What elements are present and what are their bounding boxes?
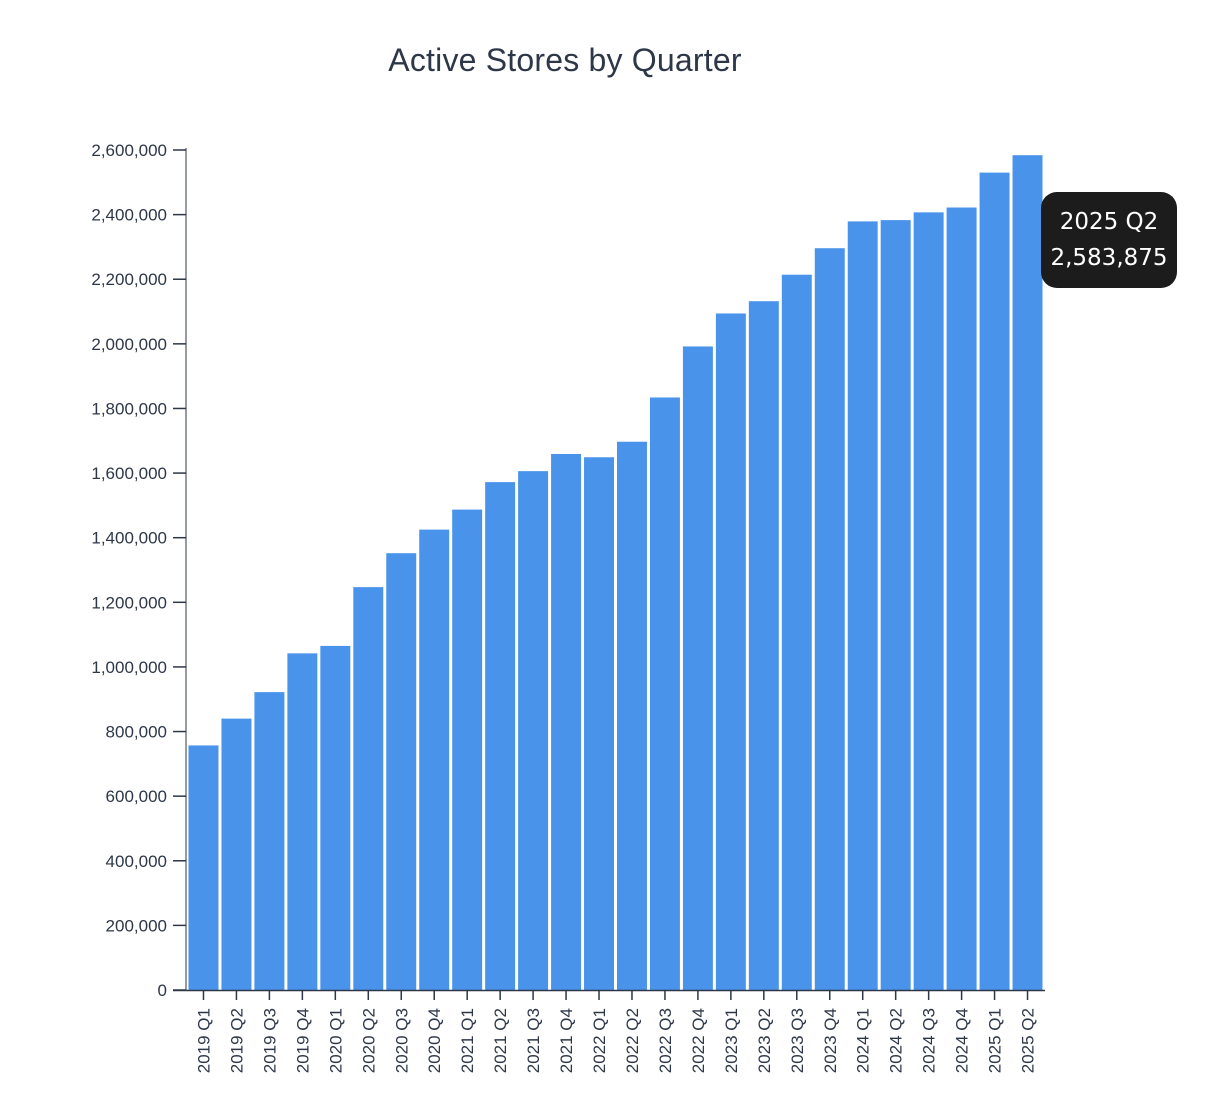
x-tick-label: 2024 Q4 [953,1008,972,1073]
bar[interactable] [320,645,351,990]
y-tick-label: 2,000,000 [91,335,167,354]
bar[interactable] [1012,155,1043,991]
y-tick-label: 0 [158,981,167,1000]
bar[interactable] [913,212,944,990]
x-axis: 2019 Q1 2019 Q2 2019 Q3 2019 Q4 2020 Q1 2020 … [173,989,1045,1073]
bar[interactable] [386,553,417,990]
y-axis: 0 200,000 400,000 600,000 800,000 1,000,000 1,… [91,141,187,1000]
x-tick-label: 2024 Q3 [920,1008,939,1073]
x-tick-label: 2021 Q2 [491,1008,510,1073]
y-tick-label: 2,200,000 [91,270,167,289]
bar[interactable] [188,745,219,990]
bars-group [188,155,1043,991]
bar[interactable] [781,274,812,990]
y-tick-label: 400,000 [106,852,167,871]
x-tick-label: 2022 Q3 [656,1008,675,1073]
bar-tooltip: 2025 Q2 2,583,875 [1041,192,1177,288]
x-tick-label: 2023 Q2 [755,1008,774,1073]
bar[interactable] [715,313,746,990]
y-tick-label: 1,600,000 [91,464,167,483]
x-tick-label: 2022 Q2 [623,1008,642,1073]
bar[interactable] [518,471,549,991]
x-tick-label: 2021 Q4 [557,1008,576,1073]
bar[interactable] [452,509,483,990]
tooltip-value: 2,583,875 [1050,245,1168,271]
bar[interactable] [617,441,647,990]
chart-title: Active Stores by Quarter [388,42,742,78]
bar[interactable] [979,172,1010,991]
x-tick-label: 2023 Q3 [788,1008,807,1073]
x-tick-label: 2019 Q2 [227,1008,246,1073]
bar[interactable] [847,221,878,990]
y-tick-label: 1,200,000 [91,593,167,612]
bar[interactable] [221,718,252,990]
x-tick-label: 2020 Q4 [425,1008,444,1073]
bar[interactable] [287,653,318,990]
x-tick-label: 2022 Q4 [689,1008,708,1073]
y-tick-label: 2,400,000 [91,206,167,225]
y-tick-label: 200,000 [106,916,167,935]
bar[interactable] [584,457,614,990]
x-tick-label: 2023 Q1 [722,1008,741,1073]
x-tick-label: 2019 Q3 [260,1008,279,1073]
tooltip-category: 2025 Q2 [1059,209,1159,235]
bar[interactable] [748,301,779,990]
bar[interactable] [254,692,285,990]
y-tick-label: 2,600,000 [91,141,167,160]
bar[interactable] [814,248,845,990]
x-tick-label: 2024 Q1 [854,1008,873,1073]
x-tick-label: 2020 Q2 [359,1008,378,1073]
bar[interactable] [353,587,384,990]
y-tick-label: 600,000 [106,787,167,806]
x-tick-label: 2024 Q2 [887,1008,906,1073]
x-tick-label: 2021 Q1 [458,1008,477,1073]
bar[interactable] [649,397,680,990]
x-tick-label: 2025 Q2 [1019,1008,1038,1073]
bar[interactable] [946,207,977,990]
x-tick-label: 2023 Q4 [821,1008,840,1073]
x-tick-label: 2020 Q3 [392,1008,411,1073]
y-tick-label: 800,000 [106,723,167,742]
bar[interactable] [551,454,582,990]
x-tick-label: 2020 Q1 [326,1008,345,1073]
bar[interactable] [880,220,911,991]
x-tick-label: 2019 Q1 [194,1008,213,1073]
x-tick-label: 2021 Q3 [524,1008,543,1073]
bar[interactable] [419,529,450,990]
y-tick-label: 1,400,000 [91,529,167,548]
x-tick-label: 2019 Q4 [293,1008,312,1073]
y-tick-label: 1,000,000 [91,658,167,677]
bar[interactable] [682,346,713,990]
bar[interactable] [485,482,516,990]
x-tick-label: 2022 Q1 [590,1008,609,1073]
y-tick-label: 1,800,000 [91,399,167,418]
x-tick-label: 2025 Q1 [986,1008,1005,1073]
